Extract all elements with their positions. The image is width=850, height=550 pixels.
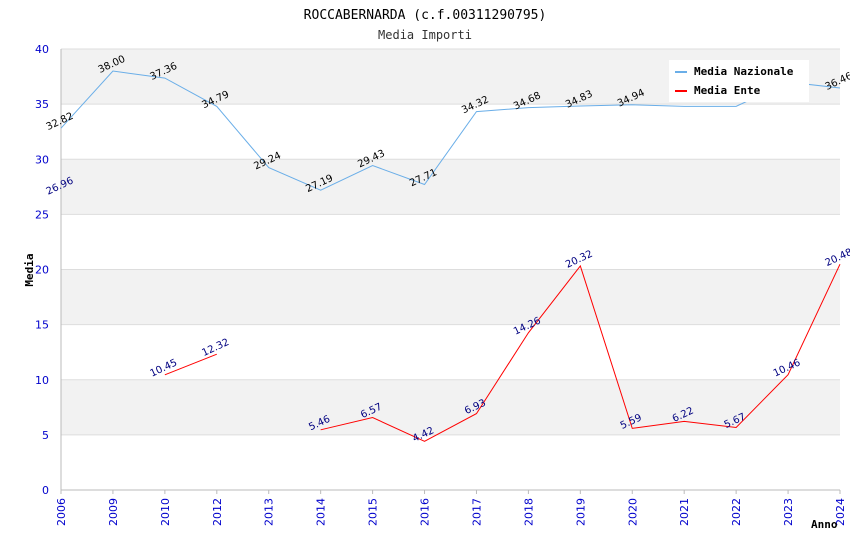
- x-tick-label: 2018: [522, 498, 535, 526]
- data-label: 12.32: [200, 337, 231, 359]
- y-tick-label: 25: [35, 208, 49, 221]
- y-tick-label: 15: [35, 319, 49, 332]
- chart-subtitle: Media Importi: [378, 28, 472, 42]
- legend: Media Nazionale Media Ente: [669, 60, 809, 102]
- x-tick-label: 2015: [367, 498, 380, 526]
- x-tick-label: 2021: [678, 498, 691, 526]
- x-tick-label: 2009: [107, 498, 120, 526]
- legend-label-ente: Media Ente: [694, 84, 761, 97]
- legend-box: [669, 60, 809, 102]
- x-tick-labels: 2006 2009 2010 2012 2013 2014 2015 2016 2017 2018…: [55, 490, 847, 526]
- band: [61, 159, 840, 215]
- y-tick-label: 0: [42, 484, 49, 497]
- data-label: 20.48: [824, 247, 850, 269]
- series-line-1: [164, 353, 217, 376]
- series-line-0: [60, 70, 841, 191]
- data-label: 32.82: [45, 111, 76, 133]
- band: [61, 269, 840, 325]
- x-tick-label: 2014: [315, 498, 328, 526]
- band: [61, 379, 840, 435]
- x-tick-label: 2006: [55, 498, 68, 526]
- background-bands: [61, 49, 840, 435]
- x-tick-label: 2012: [211, 498, 224, 526]
- x-tick-label: 2019: [574, 498, 587, 526]
- x-tick-label: 2017: [470, 498, 483, 526]
- x-axis-label: Anno: [811, 518, 838, 531]
- y-tick-label: 5: [42, 429, 49, 442]
- legend-label-nazionale: Media Nazionale: [694, 65, 794, 78]
- x-tick-label: 2010: [159, 498, 172, 526]
- y-tick-label: 20: [35, 264, 49, 277]
- y-tick-labels: 0 5 10 15 20 25 30 35 40: [35, 43, 49, 497]
- y-tick-label: 35: [35, 98, 49, 111]
- x-tick-label: 2024: [834, 498, 847, 526]
- data-label: 10.45: [149, 357, 180, 379]
- y-tick-label: 10: [35, 374, 49, 387]
- series-line-1: [320, 263, 841, 442]
- x-tick-label: 2023: [782, 498, 795, 526]
- y-tick-label: 30: [35, 153, 49, 166]
- y-axis-label: Media: [23, 253, 36, 286]
- x-tick-label: 2022: [730, 498, 743, 526]
- x-tick-label: 2016: [419, 498, 432, 526]
- y-tick-label: 40: [35, 43, 49, 56]
- chart-title: ROCCABERNARDA (c.f.00311290795): [304, 8, 547, 23]
- series-lines: [60, 70, 841, 442]
- x-tick-label: 2013: [263, 498, 276, 526]
- x-tick-label: 2020: [626, 498, 639, 526]
